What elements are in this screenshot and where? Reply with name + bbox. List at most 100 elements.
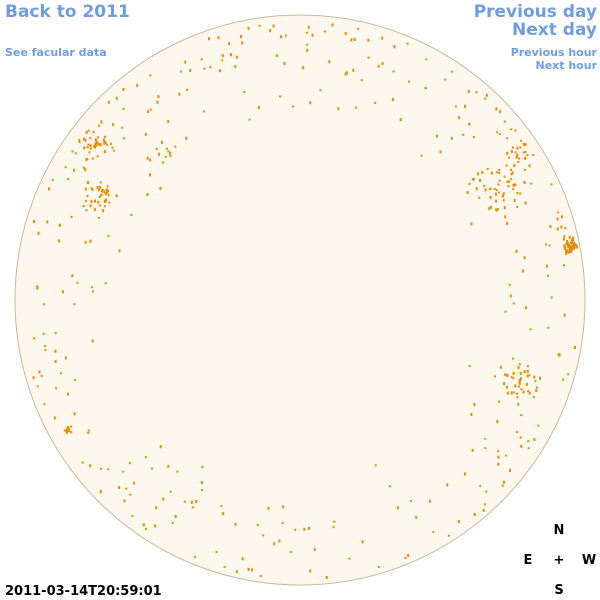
facula xyxy=(176,470,179,473)
facula xyxy=(498,171,501,174)
next-day-link[interactable]: Next day xyxy=(512,20,597,40)
facula xyxy=(496,208,499,211)
facula xyxy=(563,235,566,238)
facula xyxy=(98,195,101,198)
facula xyxy=(112,123,115,127)
facula xyxy=(42,303,45,306)
facula xyxy=(144,132,147,136)
facula xyxy=(436,134,438,138)
facula xyxy=(167,150,170,153)
facula xyxy=(522,151,525,154)
facula xyxy=(450,70,453,73)
facula xyxy=(325,576,328,579)
facula xyxy=(479,178,481,182)
facula xyxy=(498,169,501,171)
facula xyxy=(149,74,152,77)
previous-hour-link[interactable]: Previous hour xyxy=(511,46,598,59)
facula xyxy=(407,553,410,557)
facular-data-link[interactable]: See facular data xyxy=(5,46,107,59)
facula xyxy=(123,499,126,503)
facula xyxy=(548,244,551,247)
facula xyxy=(151,467,153,470)
facula xyxy=(164,155,167,158)
facula xyxy=(506,374,509,377)
facula xyxy=(248,118,251,121)
next-hour-link[interactable]: Next hour xyxy=(536,59,598,72)
facula xyxy=(284,34,287,37)
facula xyxy=(309,569,312,573)
facula xyxy=(74,378,76,381)
facula xyxy=(496,131,499,134)
facula xyxy=(516,396,519,399)
previous-day-link[interactable]: Previous day xyxy=(474,2,597,22)
facula xyxy=(202,110,205,113)
facula xyxy=(523,168,526,171)
facula xyxy=(142,523,145,527)
facula xyxy=(566,244,569,248)
facula xyxy=(90,200,93,203)
facula xyxy=(96,155,99,158)
facula xyxy=(262,534,265,537)
facula xyxy=(567,242,570,245)
facula xyxy=(512,372,515,375)
facula xyxy=(159,445,162,449)
facula xyxy=(518,363,521,366)
facula xyxy=(54,359,57,363)
facula xyxy=(106,190,109,194)
back-year-link[interactable]: Back to 2011 xyxy=(5,2,130,22)
facula xyxy=(488,207,491,211)
facula xyxy=(156,100,159,104)
facula xyxy=(527,447,530,450)
facula xyxy=(107,234,110,237)
facula xyxy=(48,187,50,191)
facula xyxy=(112,149,115,152)
facula xyxy=(106,185,109,188)
facula xyxy=(189,69,192,72)
facula xyxy=(88,151,91,154)
facula xyxy=(99,490,102,494)
facula xyxy=(516,392,518,395)
facula xyxy=(475,187,478,191)
facula xyxy=(556,227,559,231)
facula xyxy=(486,167,489,170)
facula xyxy=(410,500,412,502)
facula xyxy=(522,269,525,273)
facula xyxy=(517,366,520,370)
facula xyxy=(512,183,515,187)
facula xyxy=(241,557,244,561)
facula xyxy=(528,391,531,395)
facula xyxy=(493,188,496,190)
facula xyxy=(194,556,197,558)
facula xyxy=(85,130,88,134)
facula xyxy=(564,227,567,230)
facula xyxy=(40,375,43,377)
facula xyxy=(78,141,81,143)
facula xyxy=(520,377,522,381)
facula xyxy=(514,384,517,388)
facula xyxy=(89,204,92,208)
facula xyxy=(556,217,559,221)
facula xyxy=(468,122,471,126)
facula xyxy=(107,468,110,471)
facula xyxy=(353,37,356,41)
facula xyxy=(99,143,102,147)
facula xyxy=(498,400,500,403)
facula xyxy=(73,303,76,306)
facula xyxy=(566,249,569,253)
facula xyxy=(536,386,538,389)
facula xyxy=(565,249,567,253)
facula xyxy=(272,24,275,28)
facula xyxy=(467,89,470,93)
facula xyxy=(518,382,521,385)
facula xyxy=(503,382,506,386)
facula xyxy=(258,24,261,27)
facula xyxy=(131,515,134,518)
facula xyxy=(91,187,94,191)
compass-south: S xyxy=(554,583,563,598)
facula xyxy=(503,120,506,123)
facula xyxy=(105,198,108,202)
facula xyxy=(475,91,478,94)
facula xyxy=(100,194,103,197)
facula xyxy=(522,390,525,394)
